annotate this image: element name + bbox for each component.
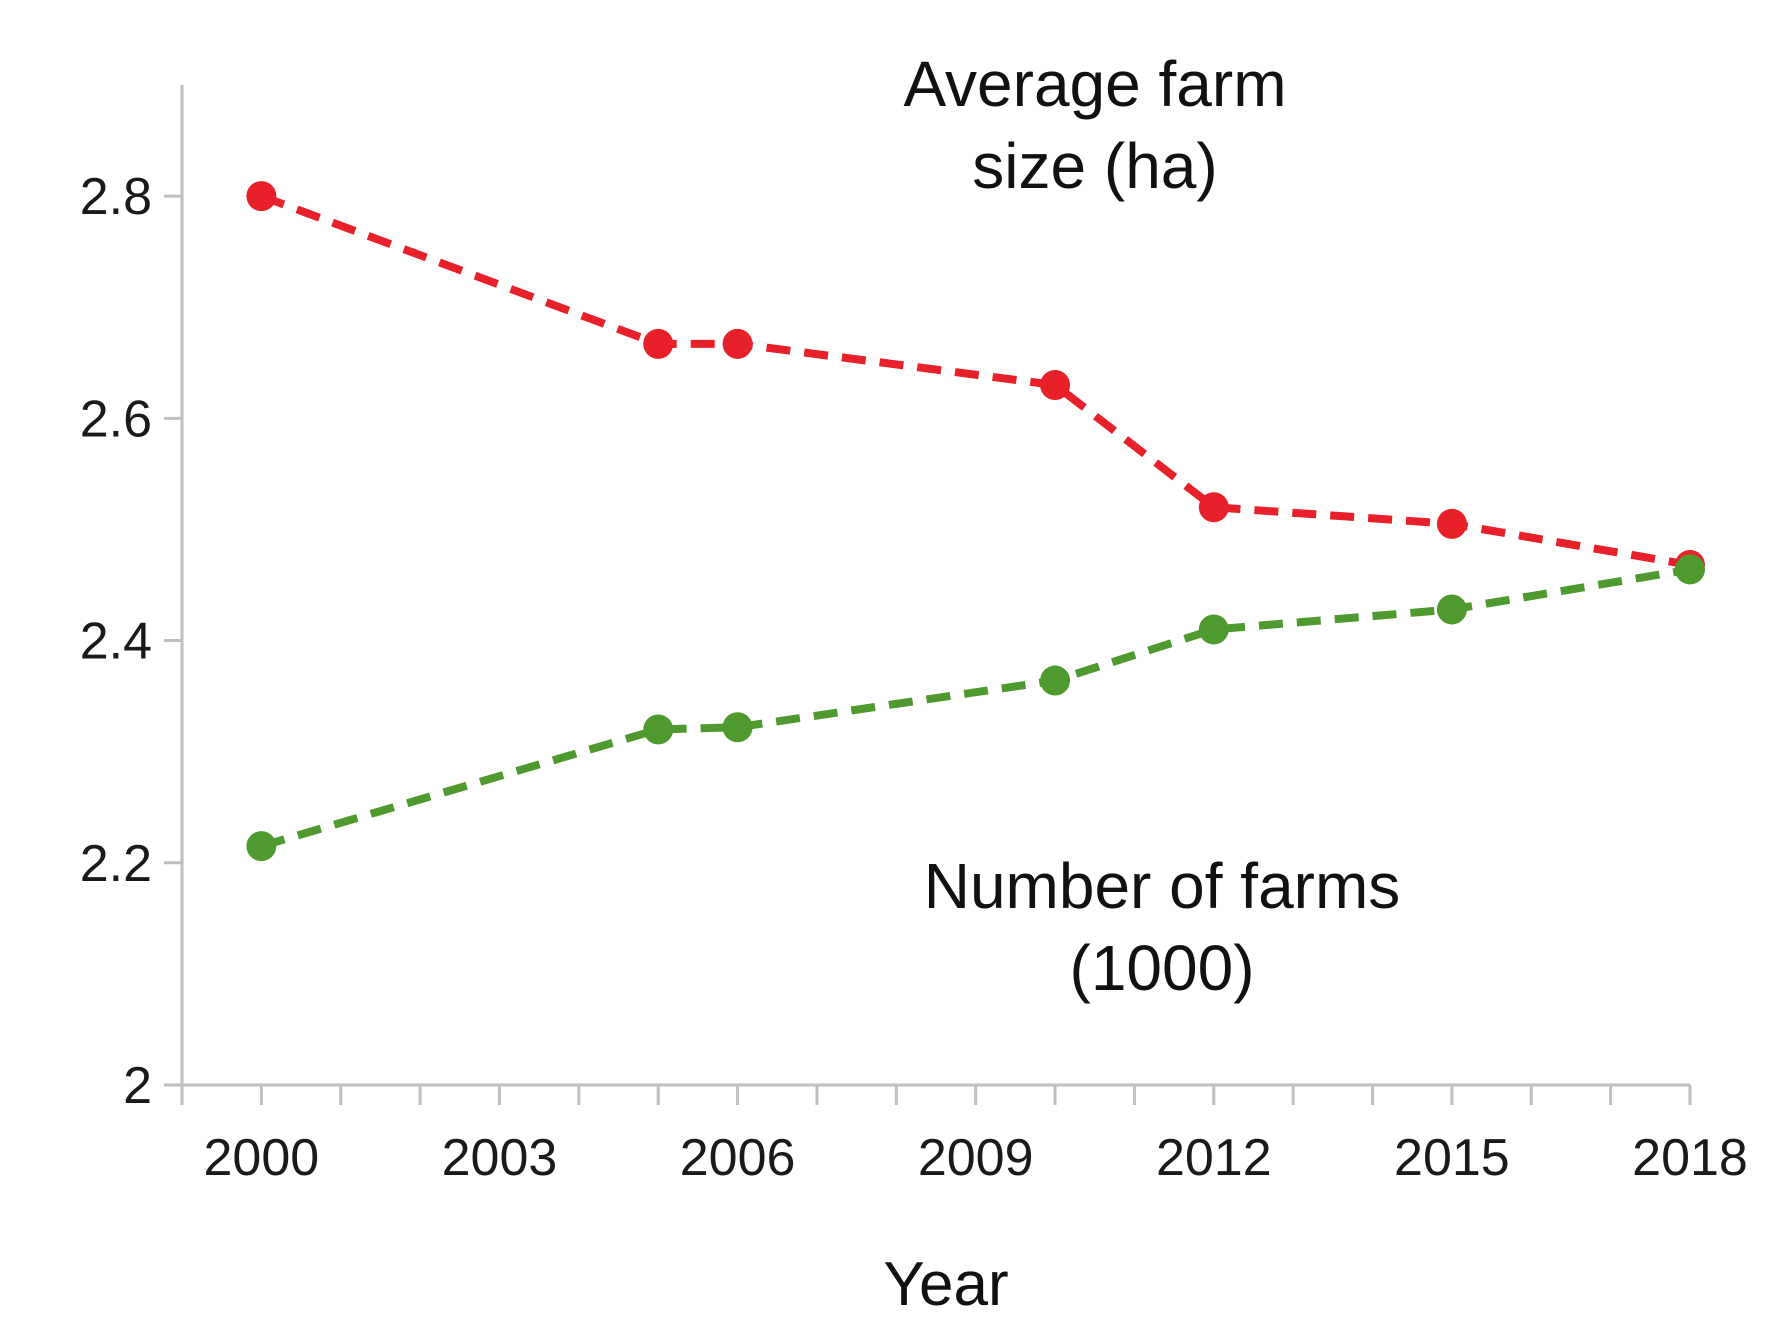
annotation-number-of-farms-line2: (1000) [1070,932,1255,1004]
annotation-average-farm-size-line2: size (ha) [972,130,1217,202]
y-tick-label: 2.4 [80,613,152,671]
series-1-line [260,565,1691,850]
axes [180,85,1690,1087]
series-0-point [1040,370,1071,400]
x-tick-label: 2003 [442,1129,558,1187]
annotation-average-farm-size-line1: Average farm [904,48,1287,120]
y-tick-label: 2.8 [80,168,152,226]
x-tick-label: 2006 [680,1129,796,1187]
y-tick-label: 2 [123,1057,152,1115]
tick-marks [164,194,1692,1105]
series-1-point [722,712,753,743]
tick-labels: 2 2.2 2.4 2.6 2.8 2000 2003 2006 2009 2012 2015 201… [80,168,1748,1187]
series-0-point [643,328,674,359]
x-tick-label: 2000 [204,1129,320,1187]
series-1-point [1675,554,1705,585]
series-layer [246,181,1705,862]
series-0-point [1436,508,1467,539]
x-tick-label: 2012 [1156,1129,1272,1187]
annotation-number-of-farms-line1: Number of farms [924,850,1401,922]
series-1-point [643,714,674,745]
x-axis-title: Year [883,1250,1008,1319]
x-tick-label: 2015 [1394,1129,1510,1187]
series-0-point [1198,492,1229,523]
x-tick-label: 2018 [1632,1129,1748,1187]
y-tick-label: 2.6 [80,390,152,448]
series-1-point [246,831,277,862]
series-0-point [722,328,753,359]
series-1-point [1040,665,1071,696]
series-1-point [1198,614,1229,645]
series-0-line [259,192,1691,569]
y-tick-label: 2.2 [80,835,152,893]
series-0-point [246,181,277,212]
series-1-point [1436,594,1467,625]
x-tick-label: 2009 [918,1129,1034,1187]
